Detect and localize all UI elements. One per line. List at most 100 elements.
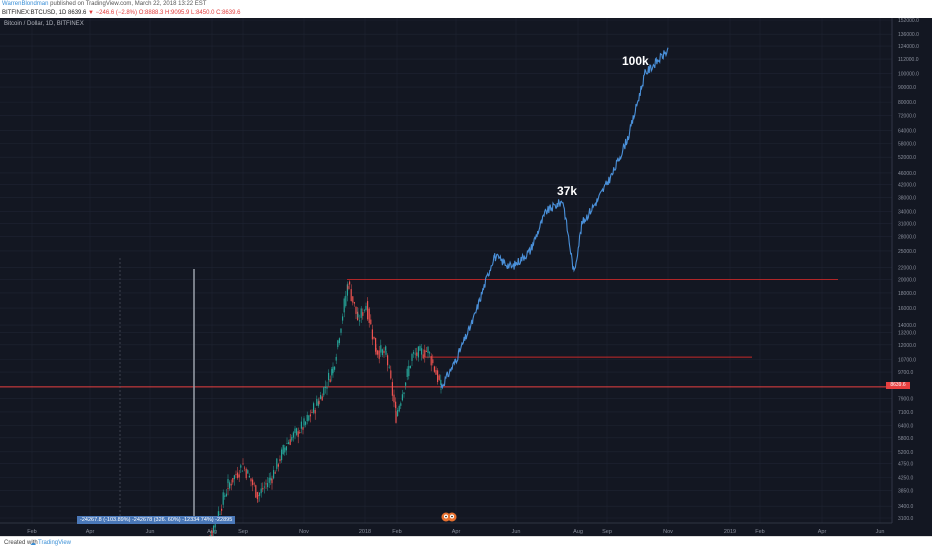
y-tick-label: 136000.0 [898, 32, 919, 38]
chart-header: WarrenBlondman published on TradingView.… [0, 0, 932, 18]
y-tick-label: 124000.0 [898, 44, 919, 50]
candle-body [286, 446, 287, 450]
last-price: 8639.6 [68, 10, 86, 16]
candle-body [402, 394, 403, 400]
candle-body [328, 373, 329, 380]
price-change: ▼ −246.6 (−2.8%) [88, 10, 137, 16]
y-tick-label: 4250.0 [898, 476, 914, 482]
y-tick-label: 9700.0 [898, 370, 914, 376]
y-tick-label: 18000.0 [898, 291, 916, 297]
candle-body [302, 427, 303, 429]
candle-body [311, 412, 312, 413]
candle-body [301, 422, 302, 429]
candle-body [339, 338, 340, 343]
candle-body [330, 379, 331, 382]
candle-body [397, 410, 398, 416]
x-tick-label: Jun [512, 529, 521, 535]
candle-body [385, 351, 386, 355]
candle-body [424, 350, 425, 358]
candle-body [439, 375, 440, 380]
x-tick-label: Nov [299, 529, 309, 535]
candle-body [370, 320, 371, 325]
candle-body [270, 478, 271, 481]
candle-body [431, 356, 432, 365]
candle-body [359, 320, 360, 321]
candle-body [213, 526, 214, 532]
candle-body [242, 471, 243, 472]
publish-text: published on TradingView.com, March 22, … [50, 1, 206, 7]
candle-body [223, 492, 224, 504]
candle-body [387, 355, 388, 365]
candle-body [427, 347, 428, 353]
candle-body [342, 316, 343, 320]
candle-body [275, 472, 276, 473]
candle-body [389, 367, 390, 368]
author-link[interactable]: WarrenBlondman [2, 1, 48, 7]
candle-body [432, 359, 433, 363]
x-tick-label: Apr [452, 529, 461, 535]
candle-body [231, 484, 232, 486]
candle-body [298, 431, 299, 437]
candle-body [434, 366, 435, 371]
candle-body [273, 470, 274, 478]
candle-body [247, 470, 248, 473]
y-tick-label: 3400.0 [898, 504, 914, 510]
candle-body [357, 314, 358, 318]
y-tick-label: 28000.0 [898, 234, 916, 240]
candle-body [393, 395, 394, 403]
publish-info: WarrenBlondman published on TradingView.… [2, 1, 206, 7]
annotation-100k: 100k [622, 54, 649, 68]
candle-body [405, 383, 406, 386]
candle-body [344, 299, 345, 313]
candle-body [415, 354, 416, 355]
candle-body [257, 495, 258, 496]
candle-body [237, 473, 238, 479]
candle-body [293, 432, 294, 437]
candle-body [403, 393, 404, 394]
x-tick-label: Jun [146, 529, 155, 535]
candle-body [392, 382, 393, 396]
candle-body [440, 380, 441, 385]
x-tick-label: Sep [238, 529, 248, 535]
candle-body [246, 469, 247, 478]
candle-body [278, 464, 279, 466]
y-tick-label: 7100.0 [898, 410, 914, 416]
x-tick-label: Feb [755, 529, 764, 535]
x-tick-label: 2018 [359, 529, 371, 535]
candle-body [351, 289, 352, 301]
candle-body [377, 350, 378, 354]
candle-body [325, 386, 326, 388]
x-tick-label: Aug [573, 529, 583, 535]
candle-body [310, 414, 311, 416]
candle-body [242, 463, 243, 464]
candle-body [395, 411, 396, 423]
candle-body [281, 450, 282, 461]
candle-body [411, 354, 412, 361]
candle-body [390, 370, 391, 378]
candle-body [291, 437, 292, 441]
candle-body [419, 346, 420, 351]
candle-body [322, 396, 323, 400]
candle-body [362, 312, 363, 316]
candle-body [283, 445, 284, 454]
candle-body [261, 489, 262, 494]
candle-body [354, 302, 355, 304]
candle-body [423, 354, 424, 358]
price-chart[interactable]: 152000.0136000.0124000.0112000.0100000.0… [0, 18, 932, 536]
candle-body [361, 308, 362, 317]
candle-body [215, 524, 216, 527]
measure-tool-label: -24267.8 (-103.89%) -242678 (326. 60%) -… [77, 516, 235, 524]
tradingview-emoji-icon [441, 512, 457, 522]
candle-body [229, 482, 230, 488]
candle-body [276, 458, 277, 468]
candle-body [429, 352, 430, 353]
x-tick-label: 2019 [724, 529, 736, 535]
x-tick-label: Apr [86, 529, 95, 535]
candle-body [334, 367, 335, 370]
chart-symbol-label: Bitcoin / Dollar, 1D, BITFINEX [4, 21, 84, 27]
y-tick-label: 46000.0 [898, 171, 916, 177]
tradingview-brand-link[interactable]: TradingView [38, 540, 71, 546]
candle-body [418, 347, 419, 358]
y-tick-label: 90000.0 [898, 85, 916, 91]
